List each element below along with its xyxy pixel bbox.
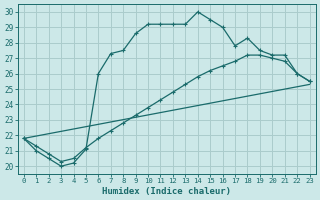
X-axis label: Humidex (Indice chaleur): Humidex (Indice chaleur)	[102, 187, 231, 196]
